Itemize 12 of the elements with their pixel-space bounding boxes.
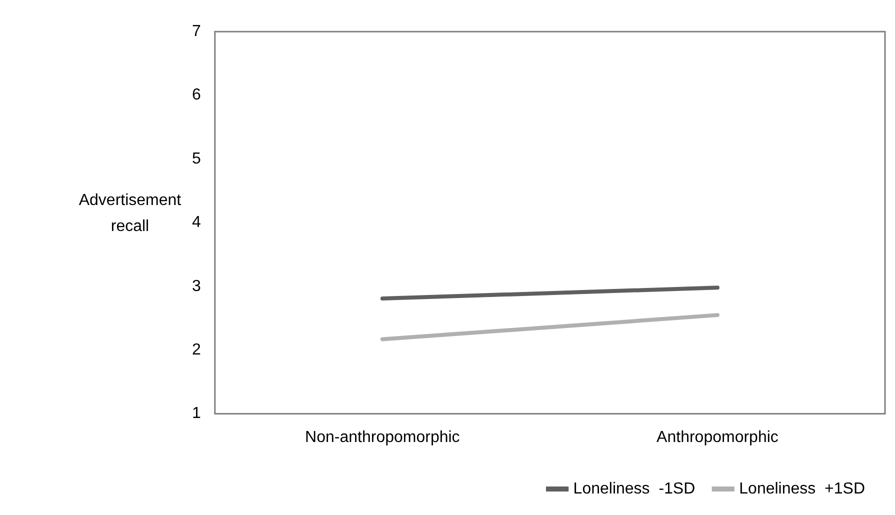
y-tick-label: 6 [192, 86, 201, 104]
x-tick-label: Non-anthropomorphic [305, 428, 460, 446]
y-tick-label: 1 [192, 405, 201, 422]
legend-label: Loneliness +1SD [739, 480, 865, 498]
y-tick-label: 4 [192, 214, 201, 232]
y-tick-label: 3 [192, 278, 201, 295]
y-axis-title: Advertisement recall [78, 191, 182, 237]
y-tick-label: 5 [192, 150, 201, 168]
y-tick-label: 2 [192, 342, 201, 359]
y-tick-label: 7 [192, 23, 201, 40]
x-tick-label: Anthropomorphic [656, 428, 778, 446]
legend-label: Loneliness -1SD [573, 480, 696, 498]
